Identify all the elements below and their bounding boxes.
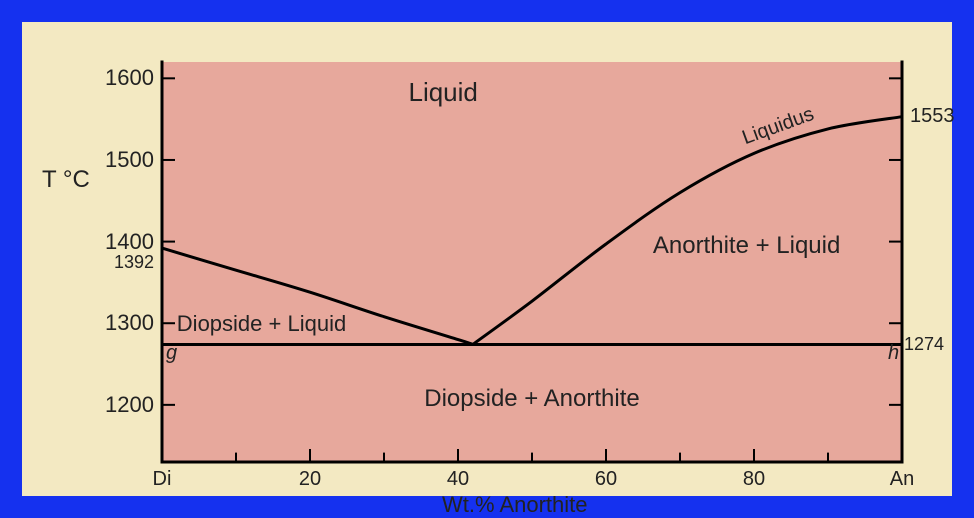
region-text: Diopside + Anorthite xyxy=(424,385,639,412)
x-tick-label: 20 xyxy=(290,468,330,491)
cream-panel: Liquid Anorthite + Liquid Diopside + Liq… xyxy=(22,22,952,496)
region-text: Diopside + Liquid xyxy=(177,311,346,336)
y-tick-label: 1600 xyxy=(105,65,154,91)
eutectic-point-h: h xyxy=(888,342,899,365)
left-ref-temp: 1392 xyxy=(114,252,154,273)
axis-text: T °C xyxy=(42,166,90,193)
region-label-anorthite-liquid: Anorthite + Liquid xyxy=(607,232,887,260)
y-axis-title: T °C xyxy=(42,166,90,194)
ref-value: 1274 xyxy=(904,334,944,354)
x-tick-label: An xyxy=(882,468,922,491)
eutectic-temp-value: 1274 xyxy=(904,334,944,355)
x-tick-label: Di xyxy=(142,468,182,491)
x-tick-label: 40 xyxy=(438,468,478,491)
phase-diagram: Liquid Anorthite + Liquid Diopside + Liq… xyxy=(22,22,952,496)
y-tick-label: 1300 xyxy=(105,310,154,336)
right-ref-temp-top: 1553 xyxy=(910,105,955,128)
point-label: h xyxy=(888,342,899,364)
point-label: g xyxy=(166,342,177,364)
y-tick-label: 1400 xyxy=(105,229,154,255)
y-tick-label: 1200 xyxy=(105,392,154,418)
ref-value: 1553 xyxy=(910,105,955,127)
ref-value: 1392 xyxy=(114,252,154,272)
x-tick-label: 60 xyxy=(586,468,626,491)
region-text: Liquid xyxy=(408,77,477,107)
region-label-liquid: Liquid xyxy=(303,77,583,108)
axis-text: Wt.% Anorthite xyxy=(442,492,588,517)
region-text: Anorthite + Liquid xyxy=(653,232,840,259)
eutectic-point-g: g xyxy=(166,342,177,365)
blue-frame: Liquid Anorthite + Liquid Diopside + Liq… xyxy=(0,0,974,518)
x-axis-title: Wt.% Anorthite xyxy=(442,492,588,518)
region-label-diopside-liquid: Diopside + Liquid xyxy=(177,311,346,337)
y-tick-label: 1500 xyxy=(105,147,154,173)
x-tick-label: 80 xyxy=(734,468,774,491)
region-label-diopside-anorthite: Diopside + Anorthite xyxy=(392,385,672,413)
